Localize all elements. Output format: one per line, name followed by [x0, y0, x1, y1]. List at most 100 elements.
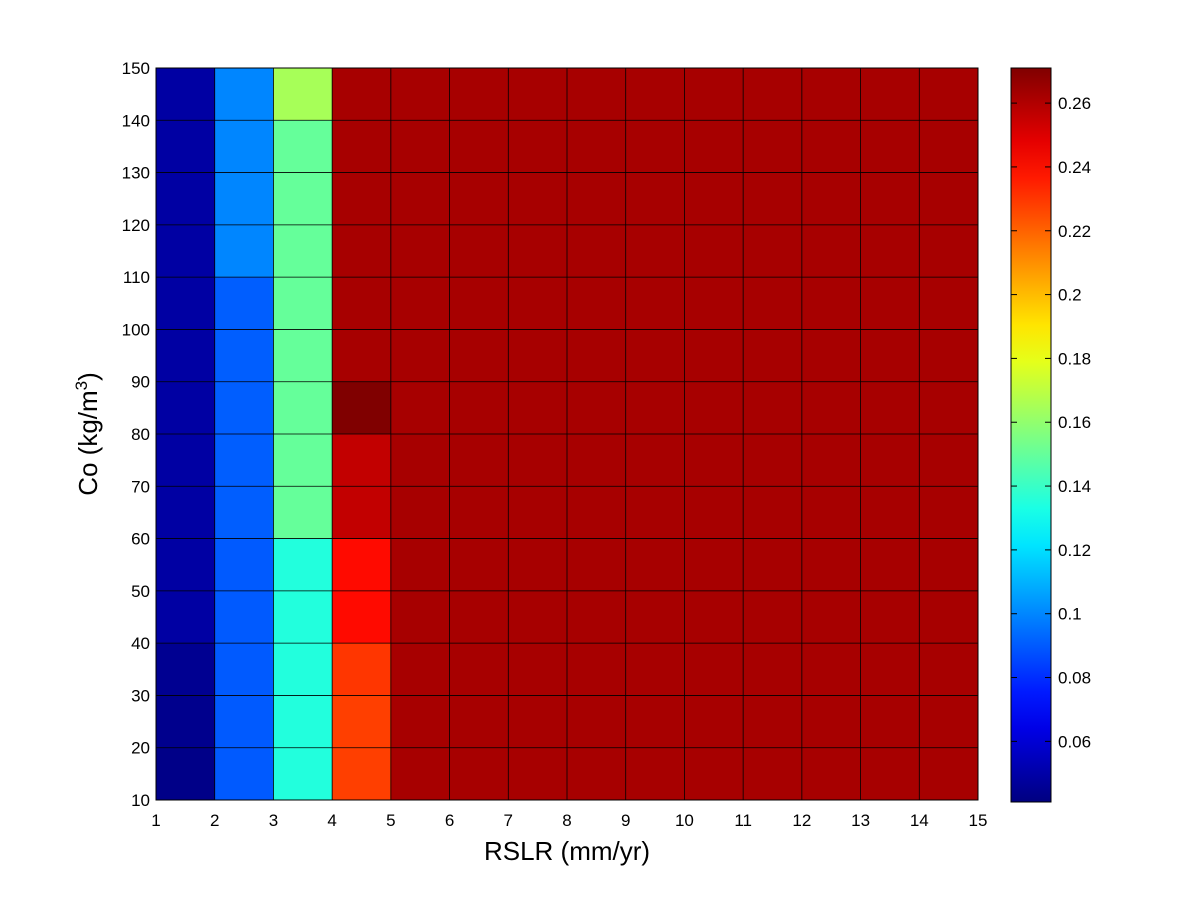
x-tick-label: 9 — [621, 811, 630, 830]
heatmap-cell — [214, 277, 274, 330]
heatmap-cell — [156, 172, 215, 225]
heatmap-cell — [801, 120, 861, 173]
heatmap-cell — [625, 120, 685, 173]
heatmap-cell — [801, 277, 861, 330]
heatmap-cell — [508, 329, 567, 382]
heatmap-cell — [919, 277, 978, 330]
heatmap-cell — [273, 590, 333, 644]
heatmap-cell — [508, 590, 567, 644]
y-tick-label: 80 — [131, 425, 150, 444]
heatmap-cell — [919, 590, 978, 644]
heatmap-cell — [390, 486, 450, 539]
heatmap-cell — [684, 538, 744, 591]
colorbar-tick-label: 0.06 — [1058, 732, 1091, 751]
heatmap-cell — [860, 172, 920, 225]
heatmap-cell — [860, 68, 920, 121]
x-tick-label: 6 — [445, 811, 454, 830]
heatmap-cell — [801, 643, 861, 696]
heatmap-cell — [919, 434, 978, 487]
heatmap-cell — [625, 434, 685, 487]
heatmap-cell — [743, 538, 802, 591]
heatmap-cell — [625, 486, 685, 539]
heatmap-cell — [743, 224, 802, 278]
heatmap-cell — [743, 277, 802, 330]
y-axis-label-main: Co (kg/m — [73, 390, 103, 495]
colorbar-tick-label: 0.14 — [1058, 477, 1091, 496]
heatmap-cell — [156, 68, 215, 121]
heatmap-cell — [860, 643, 920, 696]
heatmap-cell — [567, 329, 626, 382]
heatmap-cell — [625, 643, 685, 696]
heatmap-cell — [625, 695, 685, 748]
heatmap-cell — [214, 538, 274, 591]
heatmap-cell — [332, 538, 391, 591]
heatmap-cell — [567, 120, 626, 173]
heatmap-cell — [567, 277, 626, 330]
heatmap-cell — [801, 329, 861, 382]
heatmap-cell — [684, 434, 744, 487]
heatmap-cell — [390, 381, 450, 434]
heatmap-cell — [449, 695, 509, 748]
heatmap-cell — [919, 329, 978, 382]
y-axis-label-end: ) — [73, 372, 103, 381]
heatmap-cell — [508, 695, 567, 748]
heatmap-cell — [390, 747, 450, 800]
heatmap-cell — [332, 224, 391, 278]
heatmap-cell — [919, 68, 978, 121]
heatmap-cell — [332, 172, 391, 225]
heatmap-cell — [332, 747, 391, 800]
heatmap-cell — [390, 538, 450, 591]
heatmap-cell — [273, 381, 333, 434]
y-tick-label: 140 — [122, 111, 150, 130]
heatmap-cell — [508, 538, 567, 591]
heatmap-cell — [919, 120, 978, 173]
heatmap-cell — [567, 68, 626, 121]
heatmap-cell — [214, 172, 274, 225]
x-tick-label: 4 — [327, 811, 336, 830]
heatmap-cell — [156, 381, 215, 434]
x-tick-label: 12 — [792, 811, 811, 830]
heatmap-cell — [508, 381, 567, 434]
heatmap-cell — [449, 329, 509, 382]
heatmap-cell — [449, 120, 509, 173]
heatmap-cell — [273, 277, 333, 330]
heatmap-cell — [449, 643, 509, 696]
heatmap-cell — [449, 277, 509, 330]
heatmap-cell — [743, 434, 802, 487]
heatmap-cell — [156, 590, 215, 644]
heatmap-cell — [684, 590, 744, 644]
heatmap-cell — [156, 329, 215, 382]
heatmap-cell — [801, 68, 861, 121]
heatmap-cell — [156, 747, 215, 800]
heatmap-cell — [156, 434, 215, 487]
heatmap-cell — [801, 381, 861, 434]
heatmap-cell — [508, 120, 567, 173]
heatmap-cell — [390, 695, 450, 748]
heatmap-cell — [273, 224, 333, 278]
y-tick-label: 50 — [131, 582, 150, 601]
heatmap-cell — [684, 68, 744, 121]
heatmap-cell — [860, 224, 920, 278]
heatmap-cell — [860, 329, 920, 382]
x-tick-label: 13 — [851, 811, 870, 830]
heatmap-cell — [684, 224, 744, 278]
heatmap-cell — [156, 538, 215, 591]
colorbar-tick-label: 0.24 — [1058, 158, 1091, 177]
heatmap-cell — [332, 434, 391, 487]
heatmap-cell — [625, 277, 685, 330]
heatmap-cell — [214, 643, 274, 696]
heatmap-cell — [567, 381, 626, 434]
heatmap-cell — [743, 172, 802, 225]
heatmap-cell — [684, 747, 744, 800]
heatmap-cell — [449, 172, 509, 225]
heatmap-cell — [449, 538, 509, 591]
heatmap-cell — [390, 590, 450, 644]
heatmap-cell — [801, 224, 861, 278]
x-tick-label: 3 — [269, 811, 278, 830]
y-tick-label: 100 — [122, 320, 150, 339]
y-axis-label-superscript: 3 — [72, 381, 91, 390]
heatmap-cell — [684, 695, 744, 748]
heatmap-cell — [860, 277, 920, 330]
colorbar-tick-label: 0.26 — [1058, 94, 1091, 113]
